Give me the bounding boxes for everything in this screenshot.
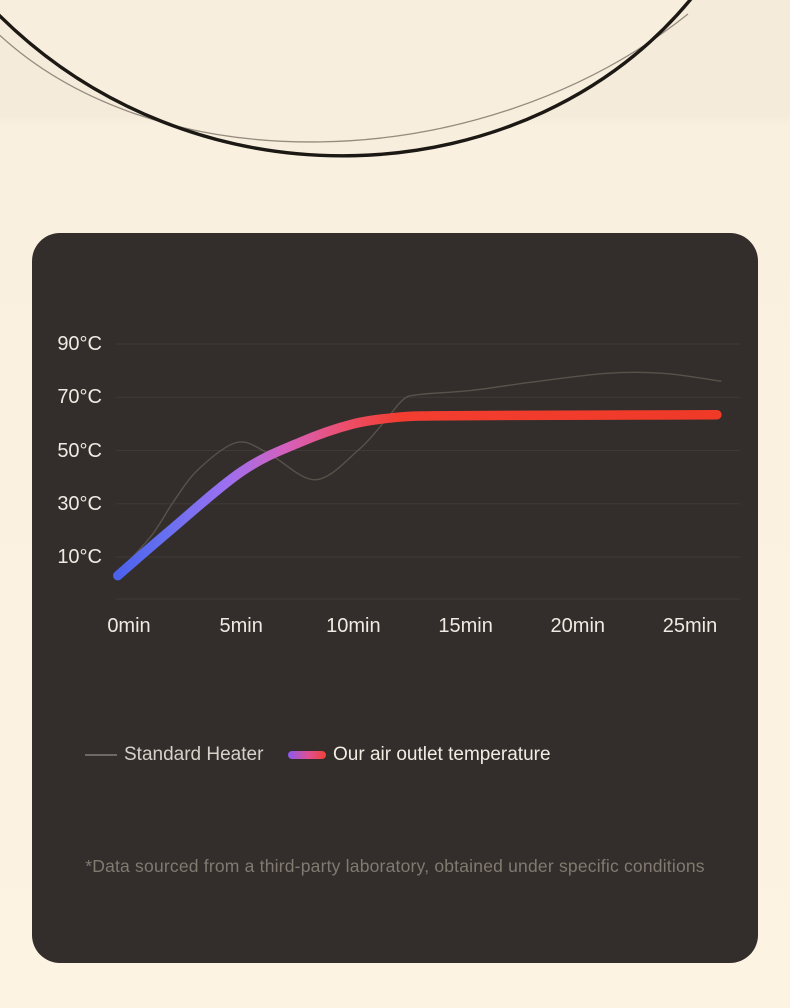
y-axis-tick-label: 10°C: [57, 546, 102, 568]
x-axis-tick-label: 15min: [438, 615, 493, 637]
chart-card: Standard Heater Our air outlet temperatu…: [32, 233, 758, 963]
y-axis-tick-label: 90°C: [57, 333, 102, 355]
data-source-footnote: *Data sourced from a third-party laborat…: [85, 856, 705, 876]
y-axis-tick-label: 50°C: [57, 439, 102, 462]
y-axis-tick-label: 70°C: [57, 386, 102, 409]
gridlines: [116, 343, 740, 600]
x-axis-tick-label: 25min: [662, 615, 718, 637]
legend-our-temperature-label: Our air outlet temperature: [333, 744, 551, 765]
x-axis-tick-label: 10min: [326, 615, 381, 637]
legend-our-temperature-swatch: [288, 751, 326, 759]
device-rim-inner-arc: [0, 13, 689, 143]
our-air-outlet-temperature-line: [113, 410, 722, 581]
temperature-line-chart: [113, 343, 740, 600]
standard-heater-line: [119, 371, 722, 571]
legend-standard-heater-label: Standard Heater: [124, 744, 264, 765]
product-photo-rim-decoration: [0, 0, 693, 158]
x-axis-tick-label: 5min: [219, 615, 263, 637]
x-axis-tick-label: 0min: [107, 615, 151, 637]
device-top-surface: [0, 0, 690, 156]
x-axis-tick-label: 20min: [550, 615, 606, 637]
y-axis-tick-label: 30°C: [57, 492, 102, 515]
legend-standard-heater-swatch: [85, 754, 117, 756]
device-rim-outer-arc: [0, 0, 693, 158]
